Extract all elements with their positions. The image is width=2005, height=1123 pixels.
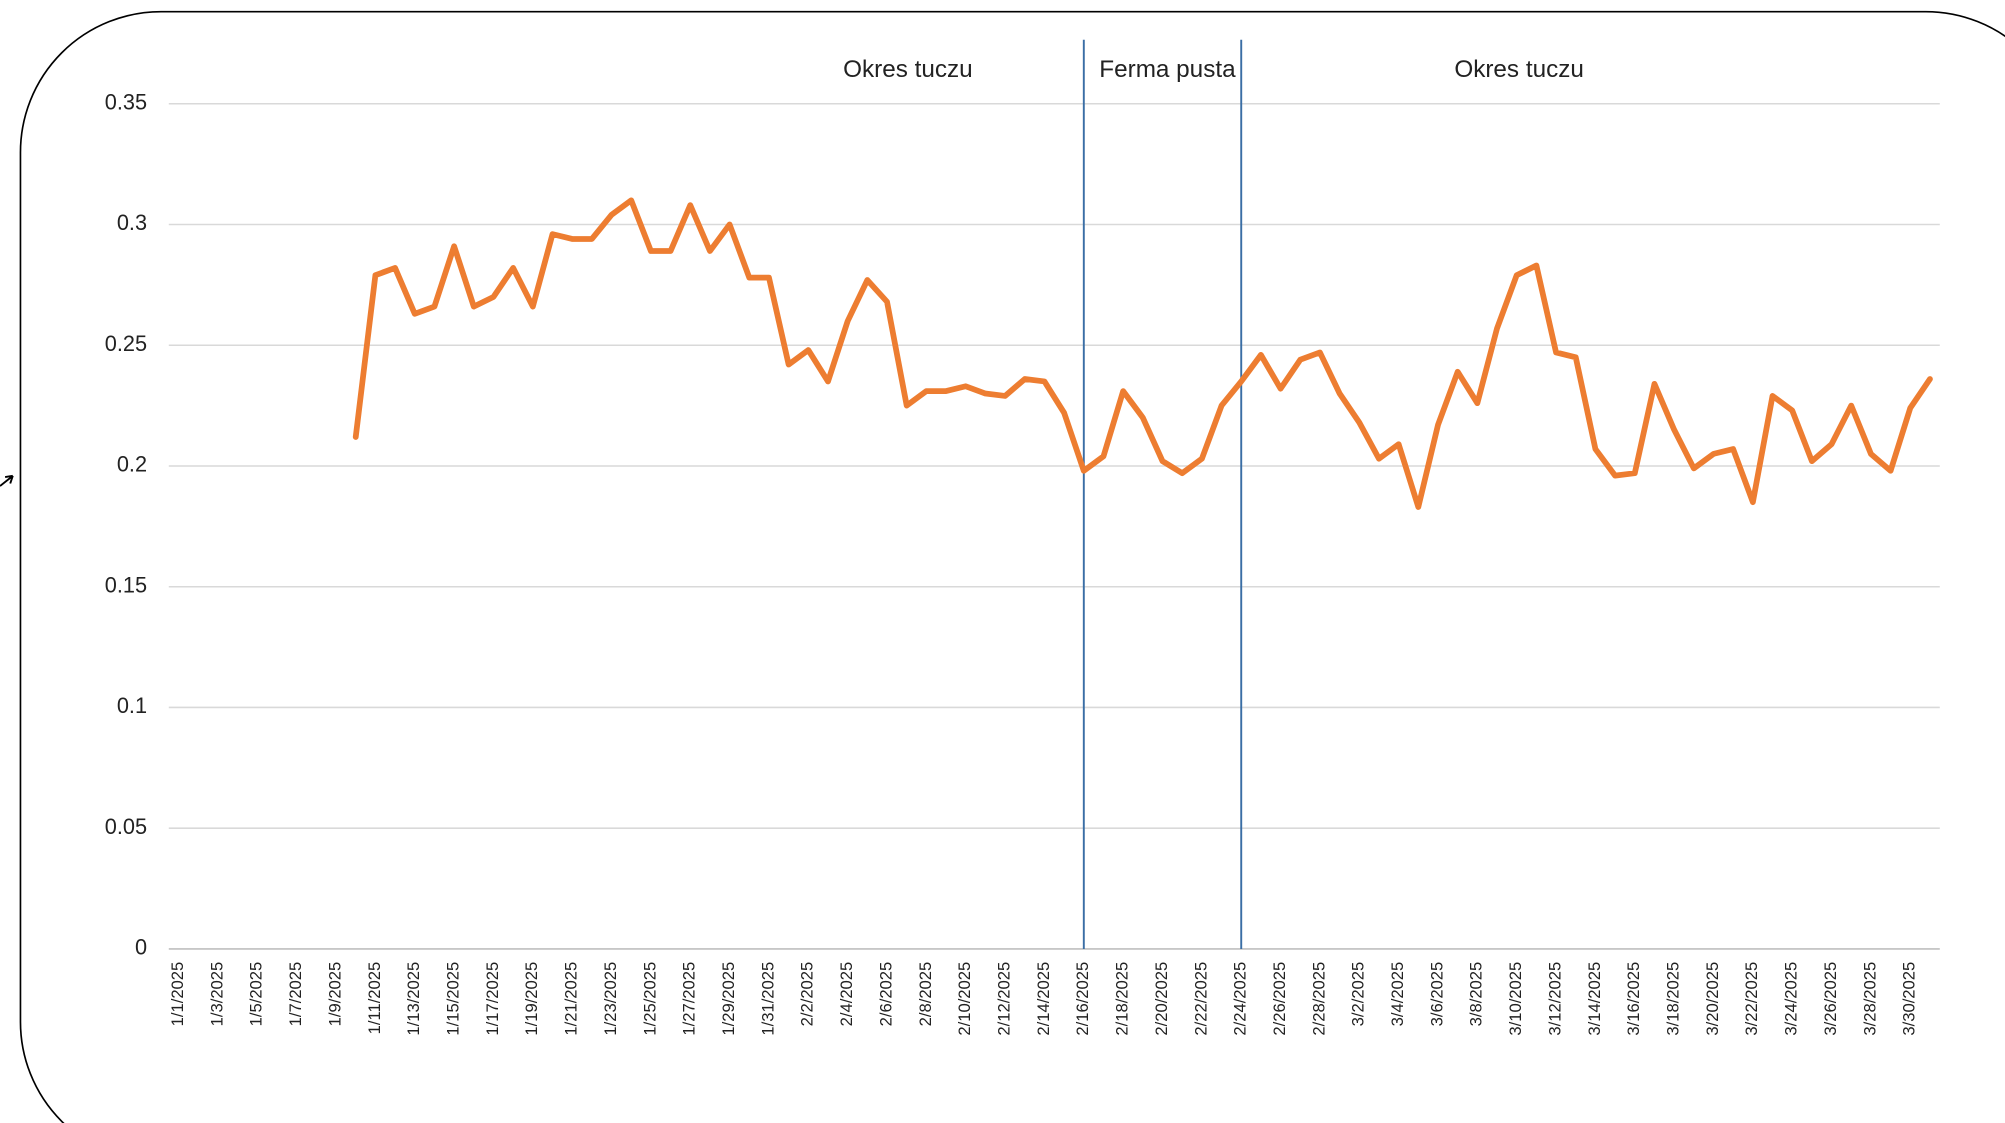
x-tick-label: 1/15/2025	[444, 962, 463, 1036]
x-tick-label: 3/28/2025	[1860, 962, 1879, 1036]
arrow-tip	[0, 474, 14, 487]
x-tick-label: 2/2/2025	[798, 962, 817, 1027]
x-tick-label: 3/10/2025	[1506, 962, 1525, 1036]
x-tick-label: 2/8/2025	[916, 962, 935, 1027]
x-tick-label: 1/25/2025	[640, 962, 659, 1036]
x-tick-label: 2/14/2025	[1034, 962, 1053, 1036]
y-tick-label: 0	[135, 935, 147, 960]
x-tick-label: 3/8/2025	[1467, 962, 1486, 1027]
x-tick-label: 2/18/2025	[1113, 962, 1132, 1036]
x-tick-label: 3/18/2025	[1664, 962, 1683, 1036]
x-tick-label: 2/6/2025	[876, 962, 895, 1027]
x-tick-label: 3/12/2025	[1545, 962, 1564, 1036]
x-tick-label: 1/31/2025	[758, 962, 777, 1036]
x-tick-label: 1/9/2025	[325, 962, 344, 1027]
x-tick-label: 3/24/2025	[1782, 962, 1801, 1036]
x-tick-label: 2/28/2025	[1309, 962, 1328, 1036]
period-annotation: Okres tuczu	[1454, 56, 1584, 83]
y-tick-label: 0.3	[117, 210, 147, 235]
y-tick-label: 0.15	[105, 572, 147, 597]
x-tick-label: 1/23/2025	[601, 962, 620, 1036]
x-tick-label: 3/14/2025	[1585, 962, 1604, 1036]
y-tick-label: 0.05	[105, 814, 147, 839]
y-tick-label: 0.1	[117, 693, 147, 718]
x-tick-label: 1/7/2025	[286, 962, 305, 1027]
x-tick-label: 2/10/2025	[955, 962, 974, 1036]
x-tick-label: 3/6/2025	[1427, 962, 1446, 1027]
x-tick-label: 2/16/2025	[1073, 962, 1092, 1036]
x-tick-label: 3/20/2025	[1703, 962, 1722, 1036]
y-tick-label: 0.2	[117, 452, 147, 477]
x-tick-label: 3/4/2025	[1388, 962, 1407, 1027]
x-tick-label: 3/22/2025	[1742, 962, 1761, 1036]
data-line	[352, 197, 1933, 510]
x-tick-label: 1/3/2025	[207, 962, 226, 1027]
x-tick-label: 1/5/2025	[247, 962, 266, 1027]
x-tick-label: 2/22/2025	[1191, 962, 1210, 1036]
x-tick-label: 1/17/2025	[483, 962, 502, 1036]
x-tick-label: 2/12/2025	[994, 962, 1013, 1036]
x-tick-label: 2/4/2025	[837, 962, 856, 1027]
x-tick-label: 1/29/2025	[719, 962, 738, 1036]
x-tick-label: 2/24/2025	[1231, 962, 1250, 1036]
x-tick-label: 3/30/2025	[1900, 962, 1919, 1036]
x-tick-label: 3/2/2025	[1349, 962, 1368, 1027]
x-tick-label: 3/16/2025	[1624, 962, 1643, 1036]
period-annotation: Okres tuczu	[843, 56, 973, 83]
x-tick-label: 1/11/2025	[365, 962, 384, 1035]
x-tick-label: 1/21/2025	[562, 962, 581, 1036]
x-tick-label: 3/26/2025	[1821, 962, 1840, 1036]
period-annotation: Ferma pusta	[1099, 56, 1236, 83]
y-tick-label: 0.35	[105, 89, 147, 114]
x-tick-label: 1/19/2025	[522, 962, 541, 1036]
x-tick-label: 1/27/2025	[680, 962, 699, 1036]
x-tick-label: 1/1/2025	[168, 962, 187, 1027]
chart-frame	[19, 10, 2005, 1123]
x-tick-label: 1/13/2025	[404, 962, 423, 1036]
x-tick-label: 2/26/2025	[1270, 962, 1289, 1036]
x-tick-label: 2/20/2025	[1152, 962, 1171, 1036]
y-tick-label: 0.25	[105, 331, 147, 356]
